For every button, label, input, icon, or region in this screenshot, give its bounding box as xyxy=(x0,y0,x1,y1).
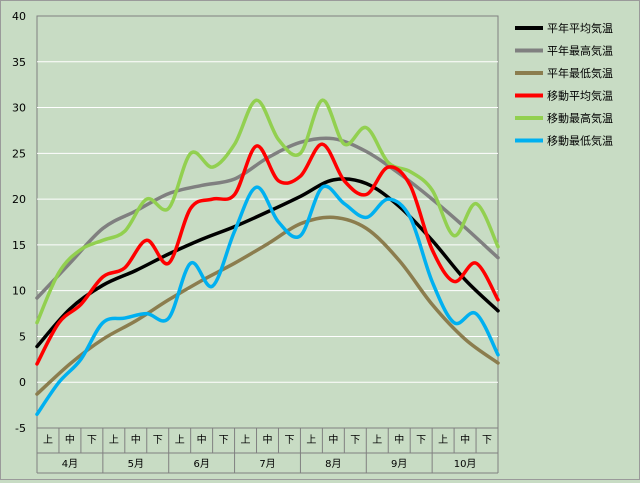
x-tick-dekad-label: 上 xyxy=(43,434,53,446)
x-tick-dekad-label: 中 xyxy=(394,433,404,446)
x-tick-dekad-label: 下 xyxy=(482,435,492,446)
x-tick-dekad-label: 下 xyxy=(219,435,229,446)
y-tick-label: 10 xyxy=(12,285,26,298)
x-tick-dekad-label: 中 xyxy=(197,433,207,446)
legend-label: 平年最高気温 xyxy=(547,44,613,58)
x-tick-dekad-label: 中 xyxy=(65,433,75,446)
series-line xyxy=(35,215,500,396)
plot-area xyxy=(36,15,499,429)
x-tick-month-label: 4月 xyxy=(62,458,78,470)
series-line xyxy=(35,98,500,325)
x-tick-dekad-label: 上 xyxy=(438,434,448,446)
y-tick-label: 0 xyxy=(19,376,26,389)
x-tick-month-label: 9月 xyxy=(391,458,407,470)
y-tick-label: 40 xyxy=(12,10,26,23)
x-tick-month-label: 5月 xyxy=(128,458,144,470)
x-tick-month-label: 10月 xyxy=(454,458,477,470)
x-tick-dekad-label: 上 xyxy=(241,434,251,446)
x-tick-dekad-label: 下 xyxy=(284,435,294,446)
x-tick-dekad-label: 下 xyxy=(350,435,360,446)
y-axis-tick-labels: -5 0 5 10 15 20 25 30 35 40 xyxy=(12,10,26,435)
y-tick-label: 25 xyxy=(12,147,26,160)
series-line xyxy=(35,184,500,417)
x-tick-dekad-label: 上 xyxy=(175,434,185,446)
x-tick-month-label: 7月 xyxy=(259,458,275,470)
series-lines xyxy=(35,98,500,417)
y-tick-label: 35 xyxy=(12,56,26,69)
x-tick-month-label: 8月 xyxy=(325,458,341,470)
x-tick-dekad-label: 上 xyxy=(372,434,382,446)
x-tick-dekad-label: 中 xyxy=(263,433,273,446)
x-tick-dekad-label: 下 xyxy=(153,435,163,446)
y-tick-label: 15 xyxy=(12,239,26,252)
legend-label: 移動平均気温 xyxy=(547,89,613,103)
x-axis-category-grid: 上中下4月上中下5月上中下6月上中下7月上中下8月上中下9月上中下10月 xyxy=(36,428,499,474)
x-tick-dekad-label: 上 xyxy=(306,434,316,446)
y-tick-label: -5 xyxy=(15,422,26,435)
x-tick-dekad-label: 中 xyxy=(328,433,338,446)
y-tick-label: 30 xyxy=(12,102,26,115)
legend-label: 平年平均気温 xyxy=(547,21,613,35)
y-tick-label: 20 xyxy=(12,193,26,206)
legend-label: 移動最高気温 xyxy=(547,111,613,125)
x-tick-month-label: 6月 xyxy=(193,458,209,470)
legend-label: 移動最低気温 xyxy=(547,134,613,148)
series-line xyxy=(35,142,500,366)
x-tick-dekad-label: 上 xyxy=(109,434,119,446)
y-tick-label: 5 xyxy=(19,330,26,343)
x-tick-dekad-label: 下 xyxy=(416,435,426,446)
x-tick-dekad-label: 中 xyxy=(460,433,470,446)
legend-label: 平年最低気温 xyxy=(547,66,613,80)
series-line xyxy=(35,177,500,349)
x-tick-dekad-label: 下 xyxy=(87,435,97,446)
x-tick-dekad-label: 中 xyxy=(131,433,141,446)
